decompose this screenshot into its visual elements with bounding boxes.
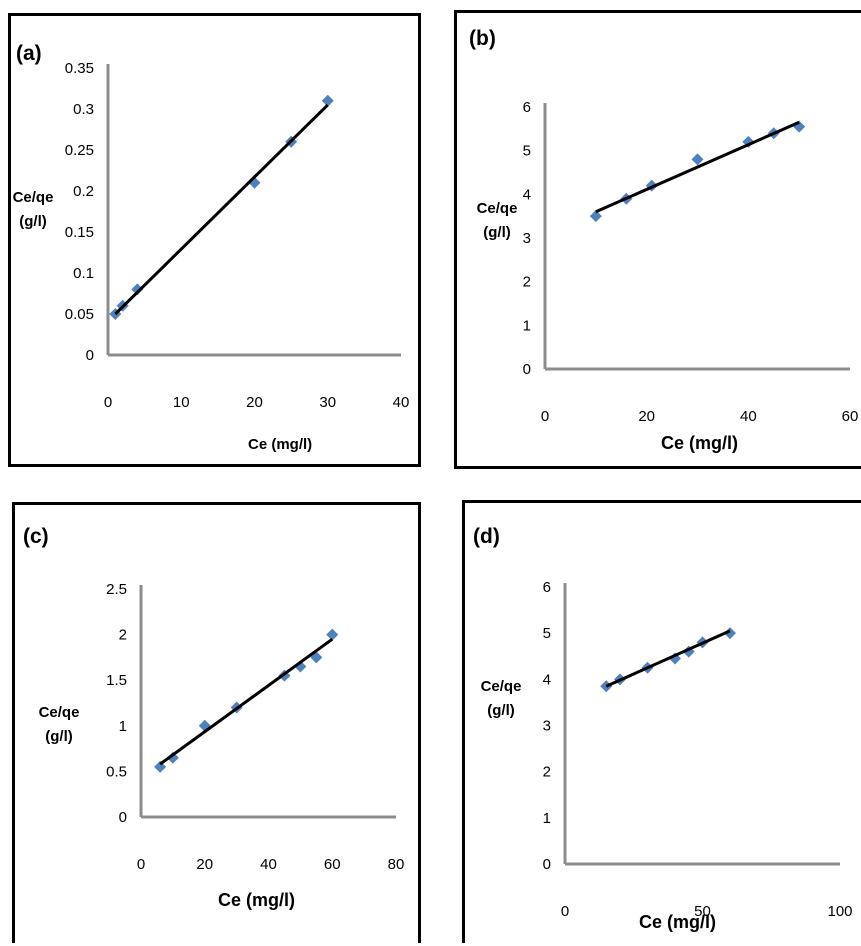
x-tick-label: 0: [137, 856, 145, 873]
x-tick-label: 40: [260, 856, 277, 873]
trendline: [595, 120, 800, 214]
data-point-marker: [682, 645, 695, 658]
chart-panel-c: (c) Ce/qe (g/l) Ce (mg/l) 0 0.5 1 1.5 2 2.5 0 2…: [12, 502, 421, 943]
chart-panel-a: (a) Ce/qe (g/l) Ce (mg/l) 0 0.05 0.1 0.15 0.…: [8, 13, 421, 467]
y-tick-label: 2: [543, 764, 551, 781]
panel-label: (b): [469, 27, 496, 50]
y-tick-label: 0: [543, 856, 551, 873]
y-tick-label: 0.15: [65, 224, 94, 241]
y-tick-label: 0: [86, 347, 94, 364]
y-tick-label: 1.5: [106, 672, 127, 689]
y-tick-label: 0.25: [65, 142, 94, 159]
data-point-marker: [691, 153, 704, 166]
y-tick-label: 5: [523, 143, 531, 160]
y-tick-label: 5: [543, 625, 551, 642]
y-tick-label: 0.5: [106, 763, 127, 780]
data-point-marker: [166, 751, 179, 764]
y-tick-label: 1: [523, 317, 531, 334]
y-axis-label-line2: (g/l): [487, 702, 515, 719]
y-tick-label: 4: [523, 186, 531, 203]
y-tick-label: 0.05: [65, 306, 94, 323]
y-tick-label: 3: [543, 718, 551, 735]
y-axis-label-line1: Ce/qe: [38, 704, 80, 721]
x-tick-label: 0: [541, 408, 549, 425]
y-axis-label-line2: (g/l): [483, 224, 511, 241]
y-tick-label: 2.5: [106, 581, 127, 598]
y-axis-label-line1: Ce/qe: [480, 678, 522, 695]
x-tick-label: 20: [196, 856, 213, 873]
panel-label: (d): [473, 525, 500, 548]
x-axis-label: Ce (mg/l): [218, 890, 296, 910]
x-tick-label: 100: [827, 903, 852, 920]
panel-label: (c): [23, 525, 49, 548]
x-tick-label: 0: [561, 903, 569, 920]
panel-label: (a): [16, 42, 42, 65]
x-tick-label: 60: [842, 408, 859, 425]
data-point-marker: [131, 283, 144, 296]
y-tick-label: 0.1: [73, 265, 94, 282]
y-tick-label: 0.2: [73, 183, 94, 200]
y-tick-label: 2: [523, 274, 531, 291]
y-axis-label: Ce/qe (g/l): [457, 197, 537, 245]
y-axis-label: Ce/qe (g/l): [469, 675, 533, 723]
y-axis-label: Ce/qe (g/l): [11, 186, 55, 234]
scatter-plot-a: 0 0.05 0.1 0.15 0.2 0.25 0.3 0.35 0 10 20 30 40: [65, 60, 410, 411]
y-tick-label: 1: [543, 810, 551, 827]
scatter-plot-c: 0 0.5 1 1.5 2 2.5 0 20 40 60 80: [106, 581, 405, 873]
y-axis-label: Ce/qe (g/l): [27, 701, 91, 749]
x-axis-label: Ce (mg/l): [639, 912, 717, 932]
data-point-marker: [326, 628, 339, 641]
y-tick-label: 0: [523, 361, 531, 378]
y-tick-label: 0.35: [65, 60, 94, 77]
y-axis-label-line1: Ce/qe: [476, 200, 518, 217]
x-axis-label: Ce (mg/l): [661, 433, 739, 453]
y-tick-label: 0: [119, 809, 127, 826]
data-point-marker: [724, 627, 736, 640]
y-tick-label: 0.3: [73, 101, 94, 118]
x-tick-label: 80: [388, 856, 405, 873]
y-axis-label-line2: (g/l): [19, 213, 47, 230]
x-tick-label: 10: [173, 394, 190, 411]
x-tick-label: 30: [319, 394, 336, 411]
x-tick-label: 60: [324, 856, 341, 873]
scatter-plot-d: 0 1 2 3 4 5 6 0 50 100: [543, 579, 853, 920]
trendline: [159, 637, 334, 766]
x-tick-label: 20: [638, 408, 655, 425]
data-point-marker: [321, 94, 334, 107]
chart-panel-d: (d) Ce/qe (g/l) Ce (mg/l) 0 1 2 3 4 5 6 0 50 100: [462, 500, 861, 943]
x-tick-label: 0: [104, 394, 112, 411]
y-tick-label: 6: [523, 99, 531, 116]
y-tick-label: 4: [543, 671, 551, 688]
trendline: [114, 103, 329, 316]
x-tick-label: 50: [694, 903, 711, 920]
chart-panel-b: (b) Ce/qe (g/l) Ce (mg/l) 0 1 2 3 4 5 6 0 20 40 60: [454, 10, 861, 469]
y-axis-label-line1: Ce/qe: [12, 189, 54, 206]
x-axis-label: Ce (mg/l): [248, 436, 313, 453]
trendline: [605, 629, 731, 688]
x-tick-label: 20: [246, 394, 263, 411]
x-tick-label: 40: [740, 408, 757, 425]
y-tick-label: 2: [119, 627, 127, 644]
y-tick-label: 1: [119, 718, 127, 735]
y-tick-label: 6: [543, 579, 551, 596]
data-point-marker: [793, 120, 806, 133]
data-point-marker: [154, 760, 167, 773]
y-tick-label: 3: [523, 230, 531, 247]
y-axis-label-line2: (g/l): [45, 728, 73, 745]
data-point-marker: [589, 210, 602, 223]
x-tick-label: 40: [393, 394, 410, 411]
